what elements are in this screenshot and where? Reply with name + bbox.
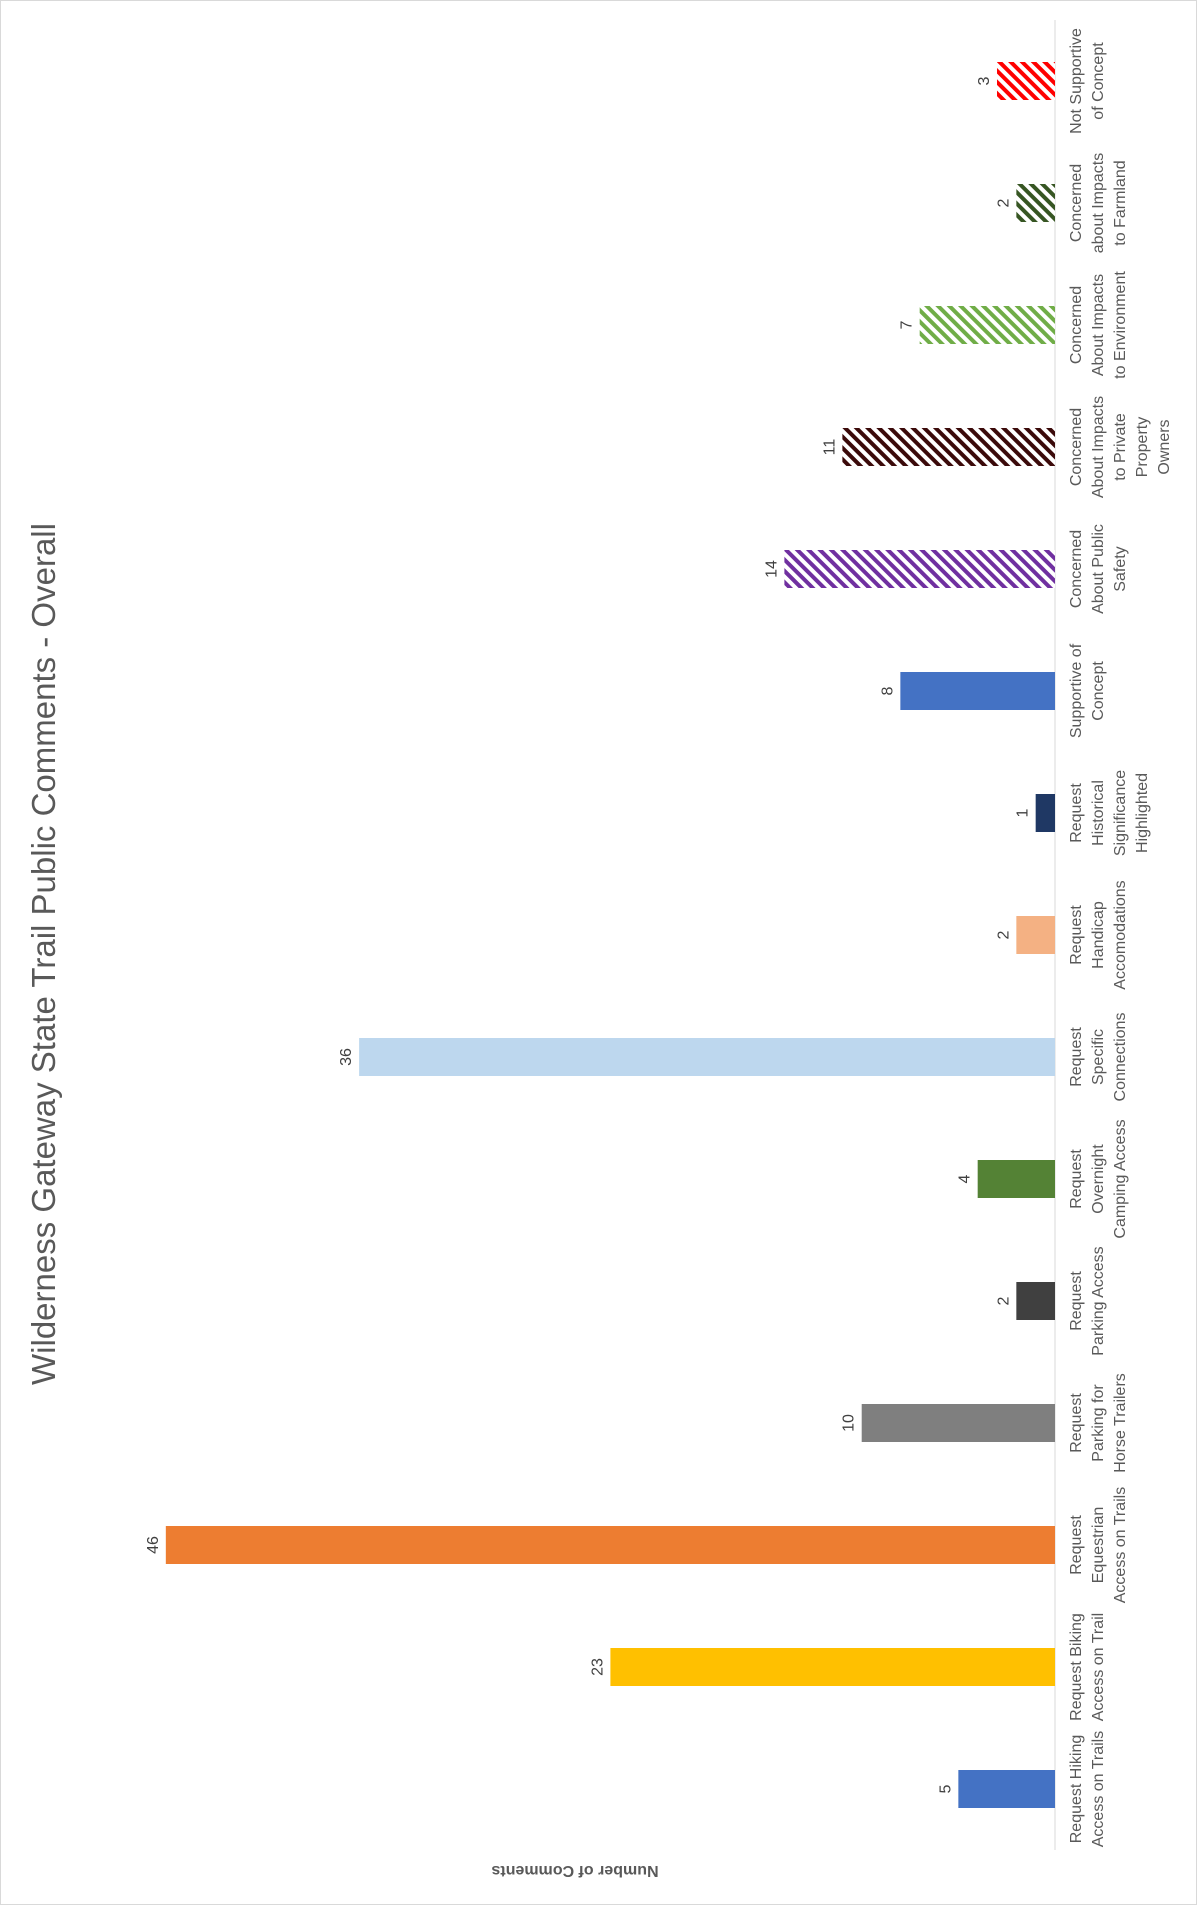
bar — [861, 1404, 1056, 1442]
category-tick-label: Concerned about Impacts to Farmland — [1068, 153, 1129, 254]
chart-title: Wilderness Gateway State Trail Public Co… — [25, 523, 62, 1385]
bar — [1016, 184, 1056, 222]
data-label: 8 — [879, 686, 896, 695]
bar — [958, 1770, 1055, 1808]
bar — [1035, 794, 1056, 832]
category-tick-label: Request Overnight Camping Access — [1068, 1119, 1129, 1238]
category-tick-label: Request Handicap Accomodations — [1068, 880, 1129, 989]
category-tick-label: Request Biking Access on Trail — [1068, 1613, 1107, 1721]
data-label: 2 — [995, 1296, 1012, 1305]
data-label: 5 — [937, 1784, 954, 1793]
category-tick-label: Concerned About Impacts to Environment — [1068, 271, 1129, 379]
data-label: 3 — [976, 76, 993, 85]
data-label: 14 — [763, 560, 780, 578]
category-tick-label: Concerned About Impacts to Private Property… — [1068, 396, 1173, 498]
bar — [610, 1648, 1055, 1686]
data-label: 4 — [957, 1174, 974, 1183]
bar — [1016, 1282, 1056, 1320]
data-label: 46 — [145, 1536, 162, 1554]
category-tick-label: Request Specific Connections — [1068, 1013, 1129, 1102]
data-label: 10 — [841, 1414, 858, 1432]
category-tick-label: Not Supportive of Concept — [1068, 28, 1107, 134]
category-tick-label: Request Parking for Horse Trailers — [1068, 1373, 1129, 1473]
bar — [919, 306, 1055, 344]
data-label: 7 — [899, 320, 916, 329]
category-tick-label: Supportive of Concept — [1068, 643, 1107, 738]
bar — [977, 1160, 1055, 1198]
data-label: 36 — [338, 1048, 355, 1066]
category-tick-label: Request Parking Access — [1068, 1246, 1107, 1355]
data-label: 11 — [821, 439, 838, 456]
bar — [900, 672, 1055, 710]
bar — [997, 62, 1056, 100]
bar — [842, 428, 1055, 466]
category-tick-label: Concerned About Public Safety — [1068, 524, 1129, 614]
bar — [784, 550, 1055, 588]
bar — [1016, 916, 1056, 954]
category-tick-label: Request Historical Significance Highlighted — [1068, 770, 1151, 856]
data-label: 1 — [1015, 808, 1032, 817]
y-axis-label: Number of Comments — [491, 1862, 658, 1879]
data-label: 2 — [995, 198, 1012, 207]
bar — [359, 1038, 1055, 1076]
data-label: 2 — [995, 930, 1012, 939]
category-tick-label: Request Hiking Access on Trails — [1068, 1731, 1107, 1847]
bar — [165, 1526, 1055, 1564]
category-tick-label: Request Equestrian Access on Trails — [1068, 1487, 1129, 1603]
data-label: 23 — [589, 1658, 606, 1676]
